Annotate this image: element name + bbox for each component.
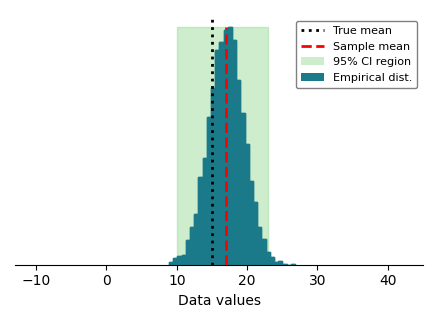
- Bar: [169, 262, 173, 265]
- Bar: [203, 158, 207, 265]
- Bar: [278, 261, 283, 265]
- Bar: [283, 264, 287, 265]
- Bar: [173, 258, 177, 265]
- Bar: [253, 202, 257, 265]
- X-axis label: Data values: Data values: [177, 294, 261, 308]
- Bar: [186, 240, 190, 265]
- Bar: [169, 262, 173, 265]
- Bar: [194, 214, 198, 265]
- Bar: [211, 88, 215, 265]
- Bar: [203, 158, 207, 265]
- Bar: [198, 177, 203, 265]
- Bar: [274, 262, 278, 265]
- Bar: [224, 30, 228, 265]
- Bar: [177, 256, 182, 265]
- Bar: [182, 255, 186, 265]
- Bar: [257, 227, 261, 265]
- Bar: [207, 118, 211, 265]
- Bar: [224, 30, 228, 265]
- Bar: [207, 118, 211, 265]
- Bar: [266, 252, 270, 265]
- Bar: [182, 255, 186, 265]
- Bar: [211, 88, 215, 265]
- Bar: [266, 252, 270, 265]
- Bar: [249, 181, 253, 265]
- Bar: [270, 257, 274, 265]
- Bar: [228, 27, 232, 265]
- Bar: [270, 257, 274, 265]
- Bar: [232, 40, 236, 265]
- Bar: [240, 113, 245, 265]
- Bar: [215, 50, 219, 265]
- Legend: True mean, Sample mean, 95% CI region, Empirical dist.: True mean, Sample mean, 95% CI region, E…: [296, 21, 417, 88]
- Bar: [257, 227, 261, 265]
- Bar: [245, 144, 249, 265]
- Bar: [190, 227, 194, 265]
- Bar: [236, 80, 240, 265]
- Bar: [173, 258, 177, 265]
- Bar: [291, 264, 295, 265]
- Bar: [274, 262, 278, 265]
- Bar: [177, 27, 268, 265]
- Bar: [228, 27, 232, 265]
- Bar: [278, 261, 283, 265]
- Bar: [219, 42, 224, 265]
- Bar: [236, 80, 240, 265]
- Bar: [198, 177, 203, 265]
- Bar: [249, 181, 253, 265]
- Bar: [186, 240, 190, 265]
- Bar: [190, 227, 194, 265]
- Bar: [283, 264, 287, 265]
- Bar: [219, 42, 224, 265]
- Bar: [291, 264, 295, 265]
- Bar: [261, 239, 266, 265]
- Bar: [245, 144, 249, 265]
- Bar: [240, 113, 245, 265]
- Bar: [194, 214, 198, 265]
- Bar: [253, 202, 257, 265]
- Bar: [261, 239, 266, 265]
- Bar: [215, 50, 219, 265]
- Bar: [232, 40, 236, 265]
- Bar: [177, 256, 182, 265]
